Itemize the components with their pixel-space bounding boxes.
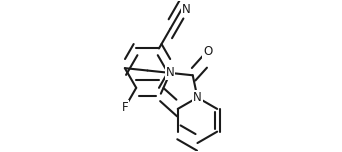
Text: N: N [166,66,174,79]
Text: N: N [193,91,202,104]
Text: F: F [121,101,128,114]
Text: N: N [182,3,190,16]
Text: O: O [203,45,213,58]
